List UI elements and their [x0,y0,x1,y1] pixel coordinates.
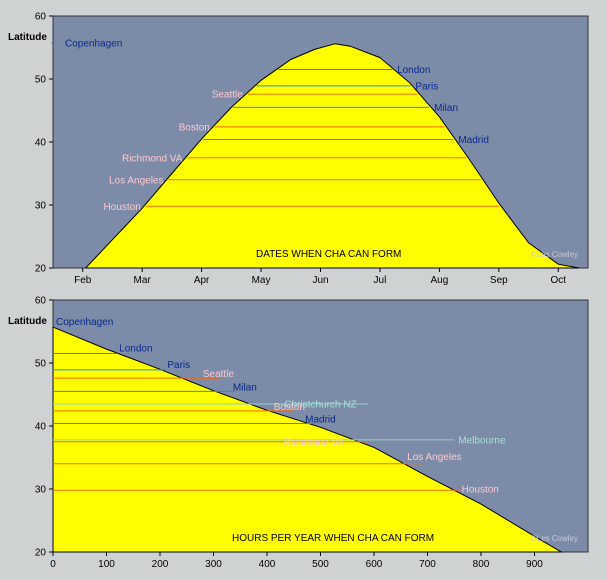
city-label: Seattle [212,90,244,101]
x-ticks: Feb Mar Apr May Jun Jul Aug Sep Oct [74,268,566,286]
x-ticks: 0 100 200 300 400 500 600 700 800 900 [50,552,543,570]
city-label: Madrid [305,414,336,425]
city-lines-above [53,353,460,491]
cha-area [85,43,580,269]
x-tick-label: Sep [490,275,508,286]
city-label: Paris [415,81,438,92]
city-labels: Copenhagen London Paris Seattle Milan Christc… [56,317,506,495]
x-tick-label: Apr [194,275,210,286]
x-tick-label: Oct [550,275,566,286]
city-label: Paris [167,360,190,371]
x-tick-label: Mar [134,275,152,286]
credit: ©Les Cowley [531,250,578,259]
y-tick-label: 20 [35,264,47,275]
city-label: Seattle [203,369,235,380]
y-ticks: 20 30 40 50 60 [35,296,53,559]
chart-annotation: DATES WHEN CHA CAN FORM [256,249,401,260]
city-label: Houston [462,484,499,495]
y-tick-label: 30 [35,485,47,496]
city-label: Melbourne [458,435,506,446]
city-label: Los Angeles [407,452,462,463]
credit: ©Les Cowley [531,534,578,543]
y-ticks: 20 30 40 50 60 [35,12,53,275]
y-tick-label: 50 [35,75,47,86]
x-tick-label: Feb [74,275,92,286]
y-tick-label: 40 [35,422,47,433]
x-tick-label: Jul [374,275,387,286]
city-lines-above [51,42,500,207]
x-tick-label: 0 [50,559,56,570]
city-label: Boston [274,402,305,413]
x-tick-label: Jun [312,275,328,286]
x-tick-label: 700 [419,559,436,570]
city-label: Richmond VA [284,437,345,448]
city-label: Houston [104,202,141,213]
x-tick-label: 200 [152,559,169,570]
x-tick-label: May [252,275,271,286]
chart-dates: Copenhagen London Paris Seattle Milan Boston M… [8,12,589,286]
city-label: Christchurch NZ [284,399,356,410]
city-label: Madrid [458,135,489,146]
city-label: Copenhagen [65,39,122,50]
city-label: Los Angeles [109,175,164,186]
chart-annotation: HOURS PER YEAR WHEN CHA CAN FORM [232,533,434,544]
city-labels: Copenhagen London Paris Seattle Milan Boston M… [65,39,489,213]
x-tick-label: 300 [205,559,222,570]
y-axis-label: Latitude [8,32,47,43]
y-tick-label: 30 [35,201,47,212]
city-label: London [397,65,430,76]
city-label: Boston [179,122,210,133]
city-label: Milan [233,382,257,393]
x-tick-label: 100 [98,559,115,570]
x-tick-label: 600 [366,559,383,570]
city-label: London [119,344,152,355]
y-tick-label: 60 [35,296,47,307]
chart-hours: Copenhagen London Paris Seattle Milan Christc… [8,296,589,570]
y-tick-label: 50 [35,359,47,370]
x-tick-label: 500 [312,559,329,570]
x-tick-label: 400 [259,559,276,570]
y-tick-label: 60 [35,12,47,23]
y-tick-label: 20 [35,548,47,559]
y-tick-label: 40 [35,138,47,149]
city-label: Copenhagen [56,317,113,328]
x-tick-label: 900 [526,559,543,570]
y-axis-label: Latitude [8,316,47,327]
city-label: Milan [434,103,458,114]
city-label: Richmond VA [122,153,183,164]
x-tick-label: Aug [430,275,448,286]
x-tick-label: 800 [473,559,490,570]
